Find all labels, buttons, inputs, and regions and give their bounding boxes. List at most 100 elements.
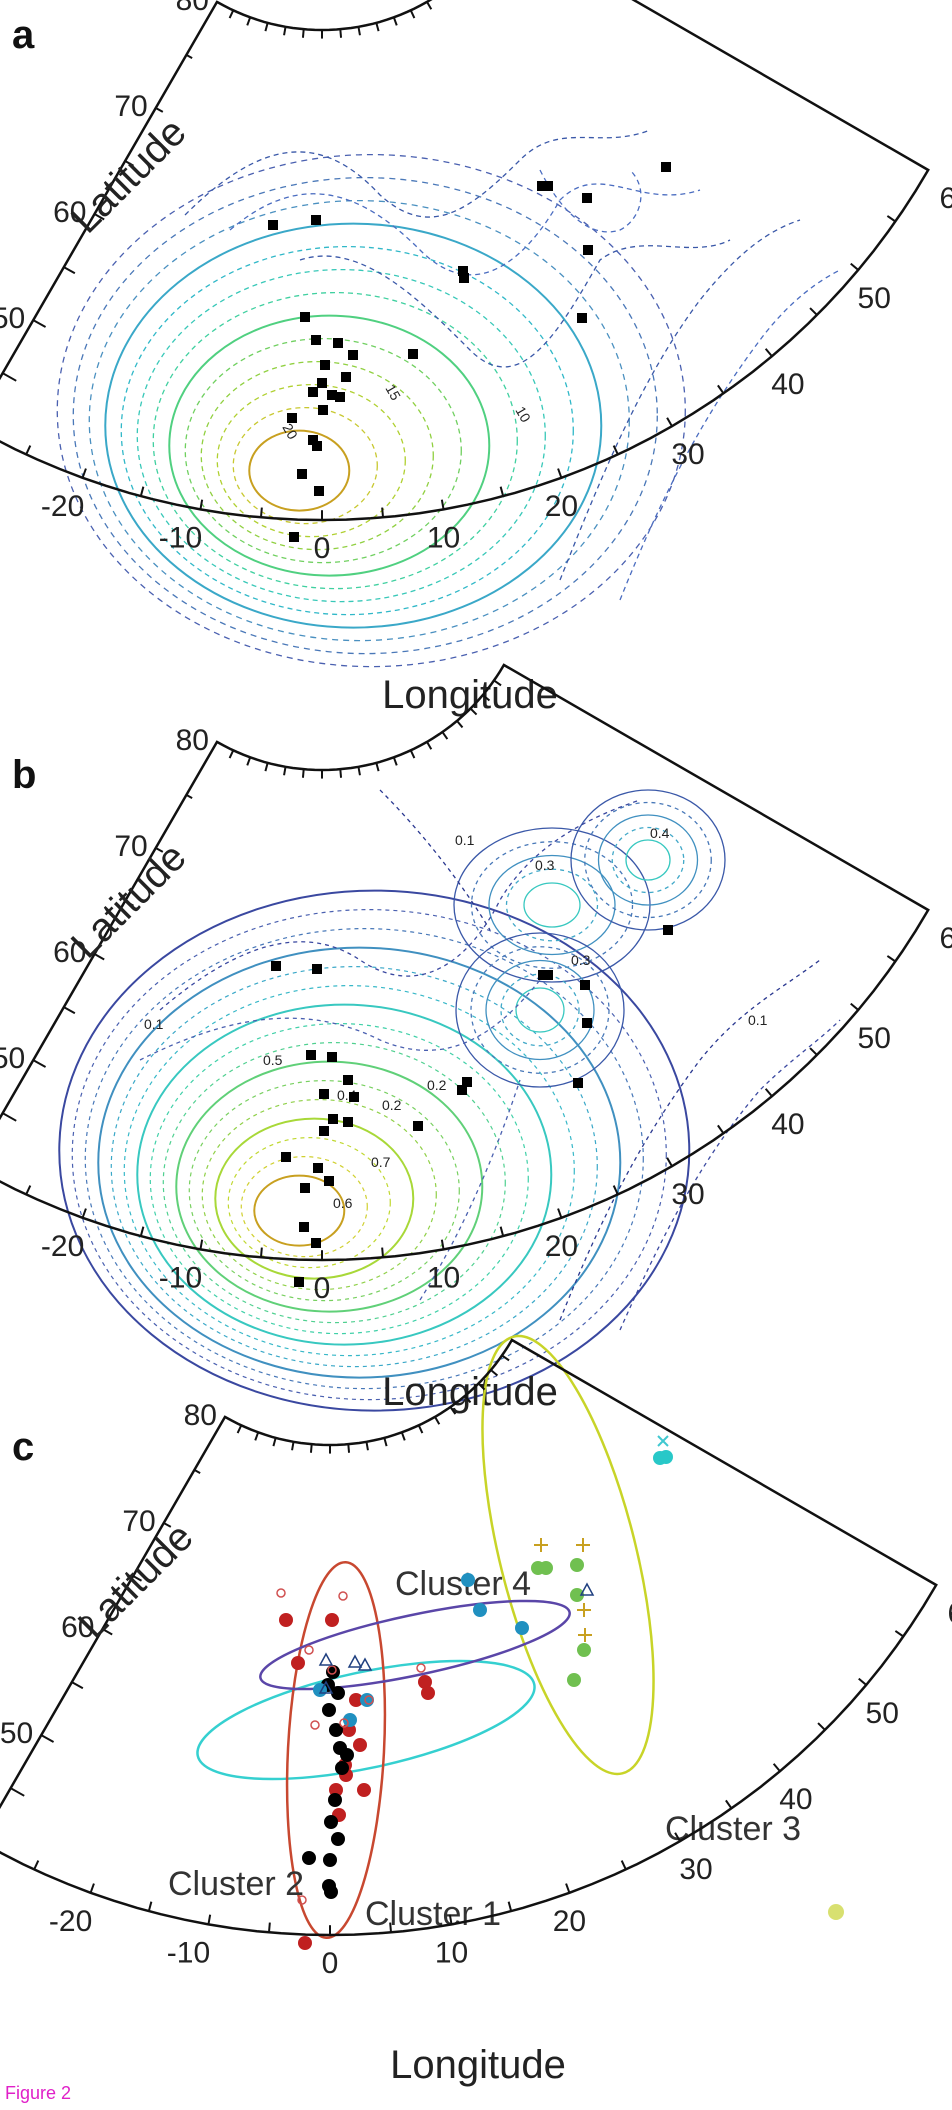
tick-mark [477, 1382, 486, 1391]
lon-tick-label: 20 [545, 490, 578, 523]
latitude-axis-title: Latitude [63, 110, 195, 242]
tick-mark [666, 1157, 673, 1167]
tick-mark [81, 468, 87, 479]
lat-tick-label: 70 [114, 90, 147, 123]
tick-mark [503, 664, 512, 671]
cluster-2-label: Cluster 2 [168, 1865, 304, 1903]
contour-line [232, 406, 378, 525]
contour-label: 0.5 [263, 1052, 283, 1068]
tick-mark [612, 445, 619, 455]
contour-line [71, 909, 667, 1401]
panel-label: a [12, 13, 35, 57]
tick-mark [211, 1, 218, 10]
tick-mark [139, 486, 145, 497]
tick-mark [216, 740, 222, 746]
data-point [515, 1621, 529, 1635]
station-marker [287, 413, 297, 423]
contour-label: 0.4 [650, 825, 670, 841]
station-marker [457, 1085, 467, 1095]
station-marker [317, 378, 327, 388]
data-point [360, 1693, 374, 1707]
tick-mark [817, 1722, 826, 1731]
data-point [297, 1895, 307, 1905]
data-point [577, 1603, 591, 1617]
tick-mark [886, 215, 896, 223]
station-marker [281, 1152, 291, 1162]
data-point [539, 1561, 553, 1575]
tick-mark [850, 262, 859, 271]
tick-mark [25, 445, 32, 455]
station-marker [328, 1114, 338, 1124]
contour-label: 0.1 [144, 1016, 164, 1032]
tick-mark [469, 707, 478, 716]
station-marker [320, 360, 330, 370]
tick-mark [426, 741, 433, 750]
lon-tick-label: 20 [553, 1905, 586, 1938]
contour-line [168, 314, 491, 577]
lon-tick-label: 0 [314, 532, 331, 565]
contour-line [149, 1023, 529, 1335]
station-marker [297, 469, 307, 479]
tick-mark [236, 1424, 243, 1434]
contour-line [88, 199, 630, 642]
contour-line [56, 153, 686, 668]
tick-mark [207, 1914, 212, 1925]
data-point [331, 1832, 345, 1846]
contour-line [72, 176, 658, 655]
tick-mark [507, 1901, 513, 1912]
contour-line [625, 839, 671, 881]
tick-mark [409, 9, 416, 19]
tick-mark [490, 1369, 499, 1377]
station-marker [314, 486, 324, 496]
tick-mark [199, 1239, 204, 1250]
station-marker [312, 441, 322, 451]
contour-line [200, 360, 434, 551]
tick-mark [124, 160, 135, 167]
station-marker [311, 335, 321, 345]
tick-mark [620, 1860, 627, 1870]
data-point [331, 1686, 345, 1700]
lon-tick-label: 40 [771, 368, 804, 401]
contour-line [485, 959, 595, 1061]
contour-line [184, 337, 462, 564]
contour-line [97, 946, 622, 1379]
lat-tick-label: 70 [122, 1505, 155, 1538]
station-marker [308, 387, 318, 397]
lon-tick-label: 50 [858, 1022, 891, 1055]
lon-tick-label: 30 [671, 1178, 704, 1211]
contour-line [120, 245, 574, 616]
tick-mark [33, 1860, 40, 1870]
data-point [659, 1450, 673, 1464]
tick-mark [264, 762, 269, 772]
contour-line [159, 799, 641, 1011]
tick-mark [309, 1444, 313, 1453]
contour-line [619, 1019, 841, 1331]
contour-line [419, 1079, 521, 1301]
data-point [339, 1718, 349, 1728]
station-marker [308, 435, 318, 445]
tick-mark [185, 54, 193, 60]
data-point [324, 1815, 338, 1829]
tick-mark [927, 1579, 937, 1586]
contour-line [611, 826, 685, 894]
tick-mark [301, 29, 305, 38]
contour-line [84, 928, 644, 1390]
data-point [577, 1643, 591, 1657]
tick-mark [283, 766, 287, 776]
tick-mark [717, 384, 725, 394]
lon-tick-label: -10 [167, 1936, 210, 1969]
contour-line [253, 1174, 346, 1247]
lon-tick-label: 20 [545, 1230, 578, 1263]
data-point [570, 1588, 584, 1602]
data-point [567, 1673, 581, 1687]
lon-tick-label: 10 [427, 521, 460, 554]
contour-line [505, 868, 599, 942]
lat-tick-label: 60 [53, 936, 86, 969]
lon-tick-label: 40 [779, 1783, 812, 1816]
tick-mark [499, 1226, 505, 1237]
tick-mark [254, 1431, 260, 1441]
station-marker [661, 162, 671, 172]
lon-tick-label: 40 [771, 1108, 804, 1141]
tick-mark [400, 1431, 406, 1441]
